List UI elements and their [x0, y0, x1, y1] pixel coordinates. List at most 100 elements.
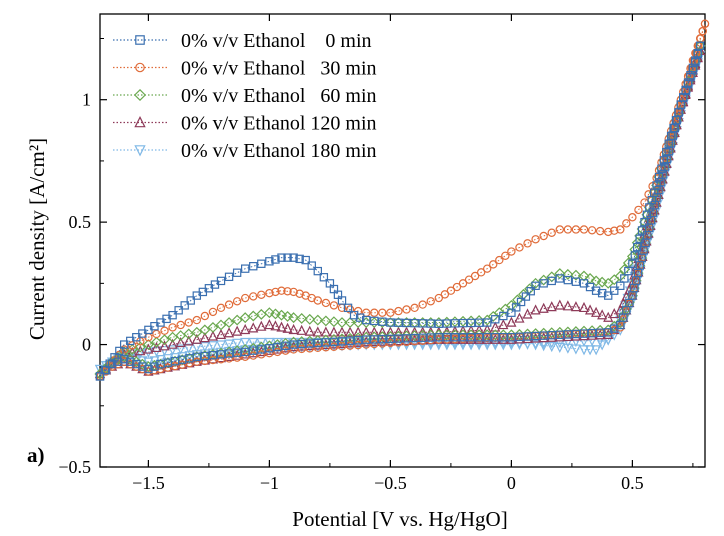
data-point [115, 346, 124, 356]
data-point [680, 95, 691, 106]
data-point [546, 331, 557, 342]
data-point [570, 330, 582, 341]
data-point [587, 328, 597, 338]
data-point [683, 71, 693, 81]
data-point [289, 340, 298, 349]
data-point [584, 304, 596, 315]
data-point [207, 341, 219, 352]
data-point [595, 226, 605, 236]
data-point [603, 328, 614, 339]
data-point [273, 342, 282, 352]
data-point [426, 319, 435, 328]
data-point [150, 362, 159, 371]
data-point [578, 330, 590, 341]
data-point [631, 237, 643, 249]
data-point [281, 341, 290, 350]
data-point [483, 333, 492, 342]
data-point [514, 339, 525, 351]
data-point [378, 334, 387, 344]
data-point [457, 333, 469, 344]
data-point [458, 333, 468, 342]
x-axis-ticks: −1.5 −1 −0.5 0 0.5 [132, 14, 694, 493]
data-point [490, 337, 501, 349]
data-point [248, 344, 259, 355]
data-point [289, 287, 298, 297]
data-point [596, 276, 608, 288]
x-tick-label: −1 [260, 473, 279, 493]
data-point [442, 319, 452, 328]
data-point [282, 310, 293, 322]
data-point [498, 333, 509, 344]
data-point [337, 337, 347, 346]
data-point [622, 219, 631, 228]
data-point [597, 309, 608, 320]
data-point [224, 272, 234, 282]
data-point [215, 319, 227, 331]
data-point [563, 275, 573, 285]
data-point [465, 337, 477, 349]
data-point [507, 308, 516, 317]
data-point [678, 102, 689, 113]
data-point [159, 346, 170, 357]
data-point [538, 332, 549, 343]
data-point [554, 331, 565, 342]
legend: 0% v/v Ethanol 0 min 0% v/v Ethanol 30 mi… [113, 30, 377, 162]
x-axis-label: Potential [V vs. Hg/HgO] [292, 507, 507, 531]
data-point [175, 344, 186, 355]
data-point [523, 332, 532, 341]
data-point [579, 329, 589, 338]
data-point [526, 286, 535, 296]
data-point [562, 337, 573, 348]
data-point [353, 336, 363, 345]
data-point [126, 357, 135, 366]
data-point [249, 351, 258, 360]
data-point [132, 359, 141, 369]
data-point [223, 350, 235, 362]
legend-label: 0% v/v Ethanol 120 min [181, 113, 377, 135]
data-point [248, 322, 259, 333]
data-point [199, 332, 210, 343]
data-point [498, 319, 509, 330]
data-point [434, 319, 444, 328]
data-point [546, 342, 557, 353]
data-point [184, 318, 193, 327]
data-point [296, 324, 307, 335]
data-point [144, 364, 153, 374]
data-point [295, 254, 304, 264]
data-point [276, 309, 287, 321]
data-point [362, 315, 371, 325]
data-point [297, 344, 306, 354]
data-point [135, 348, 146, 359]
data-point [156, 359, 165, 369]
data-point [676, 95, 686, 104]
data-point [539, 231, 548, 241]
data-point [507, 247, 516, 256]
data-point [584, 345, 596, 356]
data-point [628, 213, 637, 222]
data-point [224, 354, 234, 363]
data-point [277, 253, 286, 262]
data-point [296, 313, 308, 324]
data-point [362, 335, 371, 344]
data-point [168, 310, 177, 320]
data-point [101, 366, 111, 375]
x-tick-label: 0.5 [621, 473, 644, 493]
data-point [265, 288, 274, 298]
data-point [160, 326, 169, 335]
data-point [159, 340, 170, 351]
data-point [385, 335, 396, 346]
data-point [418, 300, 427, 309]
data-point [370, 335, 379, 344]
data-point [321, 298, 331, 308]
data-point [555, 274, 565, 283]
data-point [215, 328, 227, 339]
data-point [134, 341, 146, 353]
data-point [402, 318, 411, 328]
legend-marker [135, 35, 145, 45]
data-point [216, 350, 226, 359]
data-point [608, 274, 620, 286]
data-point [603, 328, 613, 337]
data-point [616, 225, 625, 234]
data-point [539, 279, 548, 288]
data-point [409, 334, 420, 345]
